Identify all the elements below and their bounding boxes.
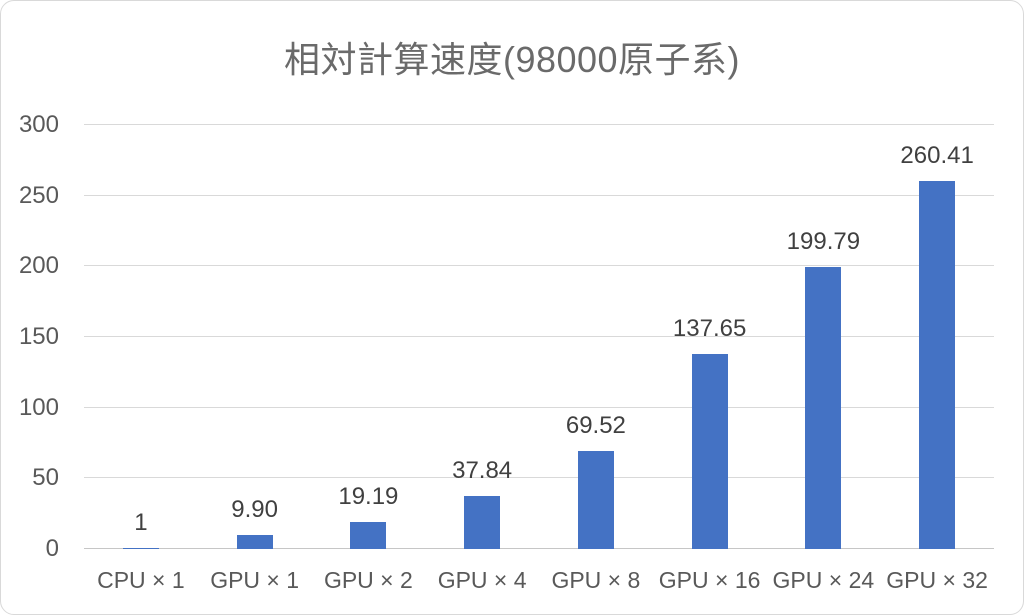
gridline xyxy=(84,195,994,196)
y-axis: 0 50 100 150 200 250 300 xyxy=(1,113,59,561)
gridline xyxy=(84,477,994,478)
x-axis-line xyxy=(84,548,994,549)
bar-data-label: 137.65 xyxy=(672,315,747,343)
chart-title: 相対計算速度(98000原子系) xyxy=(283,39,741,80)
plot-area: 1 9.90 19.19 37.84 69.52 137.65 199.79 260.41 xyxy=(84,124,994,549)
gridline xyxy=(84,336,994,337)
bar xyxy=(577,450,614,549)
bar xyxy=(464,495,501,549)
x-tick-label: GPU × 16 xyxy=(658,567,761,593)
bar-data-label: 19.19 xyxy=(338,482,399,510)
gridline xyxy=(84,407,994,408)
bar xyxy=(122,547,159,549)
y-tick-label: 50 xyxy=(32,464,59,492)
bar xyxy=(350,521,387,549)
bar-data-label: 69.52 xyxy=(565,411,626,439)
x-tick-label: GPU × 4 xyxy=(437,567,527,593)
x-tick-label: CPU × 1 xyxy=(97,567,185,593)
gridline xyxy=(84,265,994,266)
bar-data-label: 9.90 xyxy=(231,496,278,524)
y-tick-label: 150 xyxy=(18,323,59,350)
bar-data-label: 37.84 xyxy=(452,456,513,484)
y-tick-label: 250 xyxy=(18,181,59,209)
x-tick-label: GPU × 8 xyxy=(551,567,641,593)
y-tick-label: 100 xyxy=(18,393,59,421)
bar-data-label: 199.79 xyxy=(786,227,861,255)
x-tick-label: GPU × 32 xyxy=(886,567,988,593)
y-tick-label: 200 xyxy=(18,252,59,280)
bar xyxy=(691,354,728,549)
bar-data-label: 1 xyxy=(134,508,148,536)
bar xyxy=(236,535,273,549)
x-tick-label: GPU × 2 xyxy=(323,567,413,593)
y-tick-label: 300 xyxy=(18,111,59,138)
x-tick-label: GPU × 24 xyxy=(772,567,875,593)
x-tick-label: GPU × 1 xyxy=(210,567,300,593)
gridline xyxy=(84,124,994,125)
bar xyxy=(919,180,956,549)
bar xyxy=(805,266,842,549)
y-tick-label: 0 xyxy=(45,535,59,562)
bar-data-label: 260.41 xyxy=(900,141,974,169)
x-axis: CPU × 1 GPU × 1 GPU × 2 GPU × 4 GPU × 8 GPU ×… xyxy=(84,567,994,597)
